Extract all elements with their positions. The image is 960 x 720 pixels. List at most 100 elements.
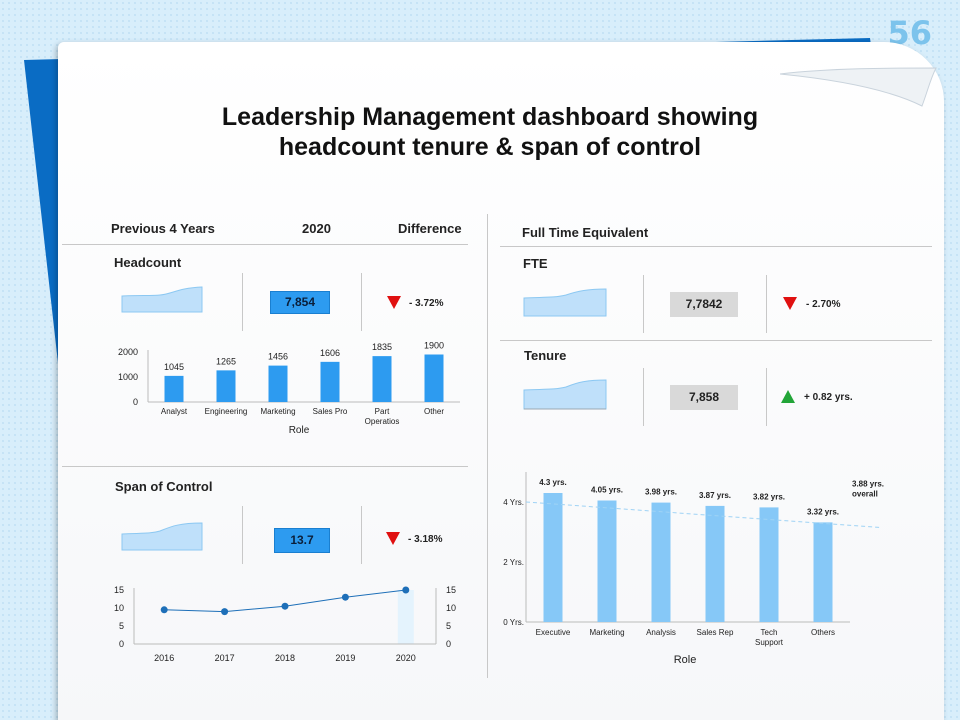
x-tick-label: Sales Pro: [313, 407, 348, 416]
data-label: 3.98 yrs.: [645, 488, 677, 497]
bar: [372, 356, 392, 402]
y-tick-label-right: 0: [446, 639, 451, 649]
divider: [242, 273, 243, 331]
fte-kpi-value: 7,7842: [670, 292, 738, 317]
x-tick-label: Marketing: [260, 407, 295, 416]
span-kpi-value: 13.7: [274, 528, 330, 553]
bar: [705, 505, 725, 622]
x-tick-label: Other: [424, 407, 444, 416]
x-tick-label: Marketing: [589, 628, 624, 637]
divider: [62, 244, 468, 245]
data-label: 1900: [424, 341, 444, 351]
down-arrow-icon: [386, 532, 400, 545]
divider: [361, 273, 362, 331]
tenure-sparkline: [523, 379, 607, 410]
y-tick-label: 5: [119, 621, 124, 631]
page-title-line2: headcount tenure & span of control: [278, 133, 702, 161]
bar: [543, 493, 563, 622]
headcount-bar-chart: 0 1000 2000 1045 Analyst 1265 Engineering 1456 M…: [118, 341, 460, 436]
reference-label: 3.88 yrs.: [852, 480, 884, 489]
dashboard-paper: [58, 42, 944, 720]
data-label: 1265: [216, 356, 236, 366]
x-axis-title: Role: [289, 425, 310, 436]
x-tick-label: Analyst: [161, 407, 188, 416]
y-tick-label-right: 15: [446, 585, 456, 595]
fte-sparkline: [523, 288, 607, 317]
x-tick-label: Engineering: [205, 407, 248, 416]
divider: [643, 275, 644, 333]
center-divider: [487, 214, 488, 678]
divider: [242, 506, 243, 564]
y-tick-label: 4 Yrs.: [503, 498, 524, 507]
headcount-label: Headcount: [114, 255, 182, 270]
highlight-band: [397, 590, 414, 644]
divider: [766, 368, 767, 426]
data-label: 4.3 yrs.: [539, 478, 567, 487]
headcount-delta: - 3.72%: [409, 298, 444, 309]
tenure-bar-chart: 0 Yrs. 2 Yrs. 4 Yrs. 4.3 yrs. Executive 4.05 …: [503, 472, 884, 666]
divider: [500, 246, 932, 247]
reference-label: overall: [852, 490, 878, 499]
data-label: 1456: [268, 352, 288, 362]
span-line-chart: 0 0 5 5 10 10 15 15 2016 2017 2018 2019 2020: [114, 585, 456, 663]
data-point: [341, 593, 349, 601]
span-delta: - 3.18%: [408, 534, 443, 545]
reference-line: [525, 501, 881, 528]
fte-label: FTE: [523, 256, 548, 271]
x-tick-label: Analysis: [646, 628, 676, 637]
y-tick-label: 0: [119, 639, 124, 649]
headcount-sparkline: [121, 286, 203, 313]
data-label: 3.87 yrs.: [699, 491, 731, 500]
x-tick-label: 2016: [154, 653, 174, 663]
page-curl: [780, 67, 937, 107]
divider: [62, 466, 468, 467]
y-tick-label: 1000: [118, 372, 138, 382]
span-of-control-label: Span of Control: [115, 479, 213, 494]
span-sparkline: [121, 522, 203, 551]
data-label: 1045: [164, 362, 184, 372]
bar: [424, 354, 444, 402]
x-axis-title: Role: [674, 654, 697, 666]
x-tick-label: Part: [375, 407, 390, 416]
bar: [759, 507, 779, 622]
column-header-previous: Previous 4 Years: [111, 221, 215, 236]
y-tick-label: 15: [114, 585, 124, 595]
y-tick-label-right: 10: [446, 603, 456, 613]
data-label: 3.32 yrs.: [807, 507, 839, 516]
x-tick-label: Tech: [761, 628, 778, 637]
column-header-difference: Difference: [398, 221, 462, 236]
bar: [813, 522, 833, 622]
y-tick-label: 10: [114, 603, 124, 613]
y-tick-label: 2 Yrs.: [503, 558, 524, 567]
data-label: 4.05 yrs.: [591, 486, 623, 495]
bar: [597, 500, 617, 622]
x-tick-label: 2019: [335, 653, 355, 663]
x-tick-label: Executive: [536, 628, 571, 637]
x-tick-label: 2018: [275, 653, 295, 663]
y-tick-label-right: 5: [446, 621, 451, 631]
y-tick-label: 2000: [118, 347, 138, 357]
data-point: [402, 586, 410, 594]
bar: [320, 361, 340, 402]
x-tick-label: 2017: [215, 653, 235, 663]
bar: [651, 502, 671, 622]
bar: [216, 370, 236, 402]
tenure-kpi-value: 7,858: [670, 385, 738, 410]
data-label: 1835: [372, 342, 392, 352]
bar: [164, 375, 184, 402]
bar: [268, 365, 288, 402]
data-point: [281, 602, 289, 610]
tenure-label: Tenure: [524, 348, 567, 363]
fte-header: Full Time Equivalent: [522, 225, 649, 240]
divider: [500, 340, 932, 341]
fte-delta: - 2.70%: [806, 299, 841, 310]
down-arrow-icon: [387, 296, 401, 309]
x-tick-label: 2020: [396, 653, 416, 663]
data-point: [160, 606, 168, 614]
headcount-kpi-value: 7,854: [270, 291, 330, 314]
y-tick-label: 0 Yrs.: [503, 618, 524, 627]
column-header-year: 2020: [302, 221, 331, 236]
x-tick-label: Others: [811, 628, 835, 637]
page-title-line1: Leadership Management dashboard showing: [221, 103, 759, 131]
data-label: 3.82 yrs.: [753, 492, 785, 501]
